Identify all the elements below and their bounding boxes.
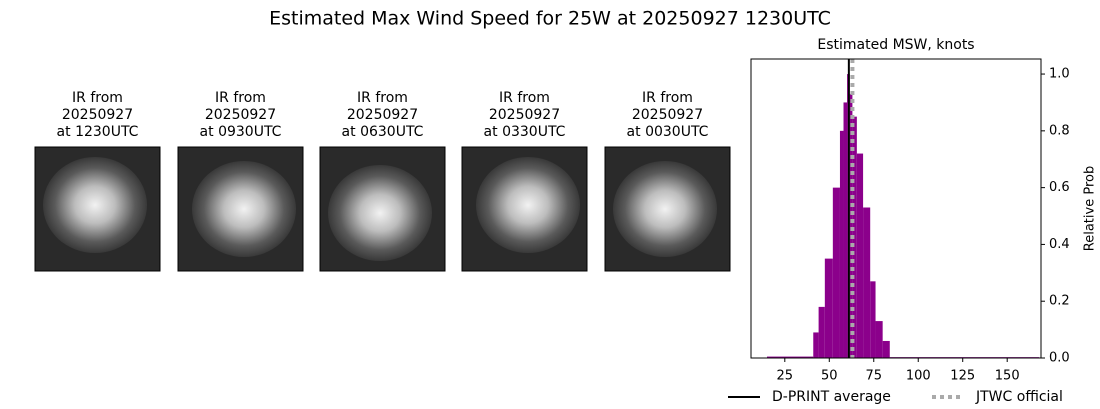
y-tick-label: 1.0 [1049, 67, 1070, 82]
bar [852, 116, 857, 359]
ir-frame [461, 146, 588, 272]
panel-title: IR from [642, 90, 693, 106]
ir-frame [177, 146, 304, 272]
ir-storm [192, 161, 296, 257]
axes-frame [750, 58, 1042, 359]
ir-storm [328, 165, 432, 261]
bar [832, 187, 840, 358]
panel-title: 20250927 [489, 107, 560, 123]
figure-title: Estimated Max Wind Speed for 25W at 2025… [269, 8, 831, 30]
panel-title: at 0630UTC [342, 124, 424, 140]
x-tick-label: 75 [865, 369, 882, 384]
panel-title: 20250927 [62, 107, 133, 123]
bar [856, 153, 864, 358]
y-tick-label: 0.6 [1049, 180, 1070, 195]
ir-storm [476, 157, 580, 253]
ir-frame [319, 146, 446, 272]
ir-frame [34, 146, 161, 272]
bar [882, 340, 890, 358]
bar [863, 207, 871, 358]
x-tick-label: 50 [821, 369, 838, 384]
panel-title: 20250927 [205, 107, 276, 123]
panel-title: IR from [215, 90, 266, 106]
panel-title: 20250927 [632, 107, 703, 123]
x-tick-label: 25 [777, 369, 794, 384]
y-tick-label: 0.4 [1049, 237, 1070, 252]
panel-title: IR from [499, 90, 550, 106]
x-tick-label: 150 [995, 369, 1020, 384]
panel-title: at 1230UTC [57, 124, 139, 140]
panel-title: at 0030UTC [627, 124, 709, 140]
chart-title: Estimated MSW, knots [817, 37, 974, 53]
ir-storm [43, 157, 147, 253]
y-tick-label: 0.8 [1049, 123, 1070, 138]
legend-label: JTWC official [975, 389, 1063, 405]
bar [870, 281, 876, 358]
bar [875, 321, 883, 358]
panel-title: at 0930UTC [200, 124, 282, 140]
legend-label: D-PRINT average [772, 389, 891, 405]
y-axis-label: Relative Prob [1083, 166, 1098, 251]
bar [843, 102, 848, 358]
ir-storm [613, 161, 717, 257]
bar [767, 356, 814, 358]
y-tick-label: 0.0 [1049, 351, 1070, 366]
y-tick-label: 0.2 [1049, 294, 1070, 309]
bar [849, 93, 853, 358]
bar [813, 332, 819, 358]
x-tick-label: 125 [950, 369, 975, 384]
bar [839, 130, 844, 358]
panel-title: IR from [72, 90, 123, 106]
bar [824, 258, 833, 358]
panel-title: 20250927 [347, 107, 418, 123]
ir-frame [604, 146, 731, 272]
x-tick-label: 100 [906, 369, 931, 384]
bar [818, 306, 825, 358]
panel-title: at 0330UTC [484, 124, 566, 140]
panel-title: IR from [357, 90, 408, 106]
